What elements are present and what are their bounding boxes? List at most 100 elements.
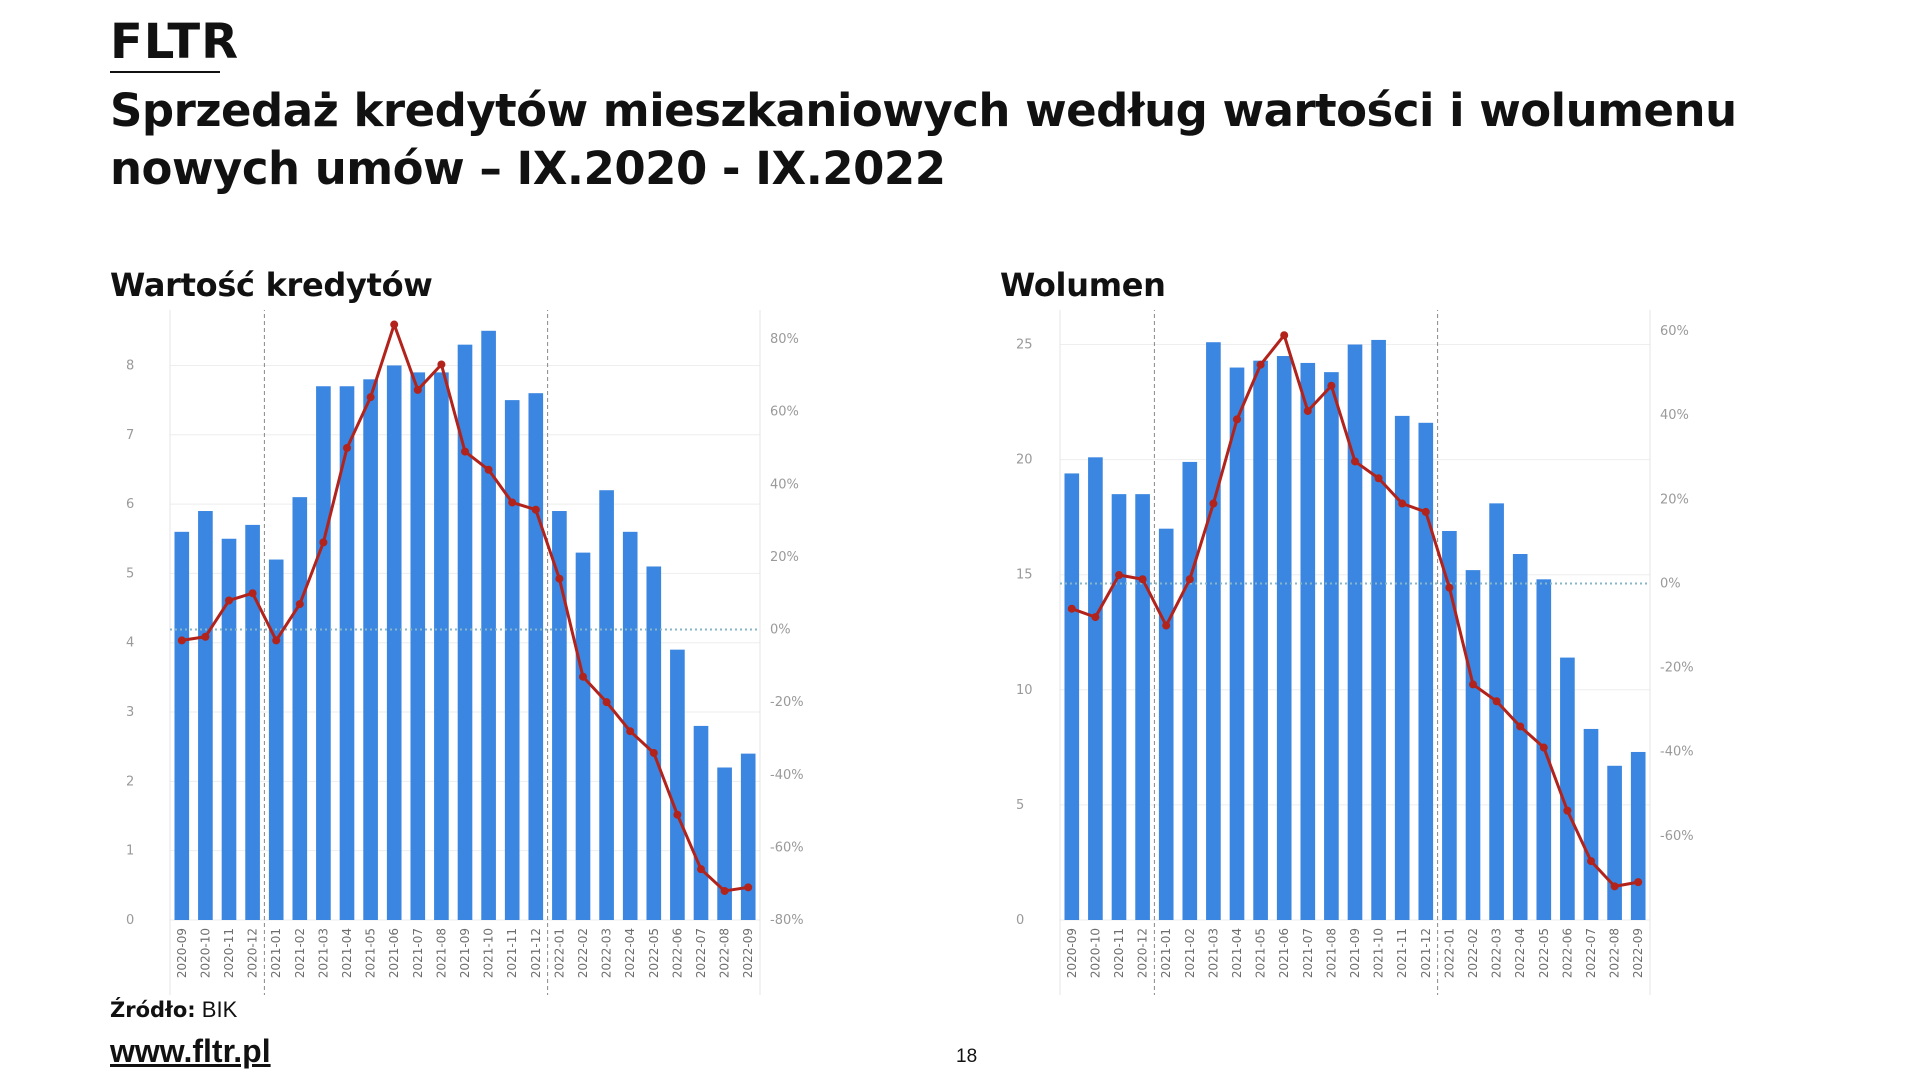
bar-2021-12 <box>1418 422 1434 920</box>
x-tick-label: 2022-04 <box>1513 928 1527 978</box>
source-label: Źródło: <box>110 998 196 1022</box>
bar-2020-09 <box>174 531 190 920</box>
y2-tick-label: 40% <box>1660 408 1689 423</box>
bar-2022-08 <box>1607 765 1622 920</box>
y-tick-label: 0 <box>1016 913 1024 928</box>
point-2021-03 <box>1209 499 1218 508</box>
bar-2020-11 <box>1111 494 1127 920</box>
y2-tick-label: 20% <box>770 550 799 565</box>
bar-2021-10 <box>481 330 496 921</box>
bar-2022-06 <box>1560 657 1575 920</box>
point-2022-01 <box>555 574 564 583</box>
point-2020-11 <box>1115 571 1123 580</box>
x-tick-label: 2022-08 <box>718 928 732 978</box>
bar-2022-03 <box>1489 503 1504 920</box>
bar-2020-11 <box>221 538 237 920</box>
point-2022-01 <box>1445 583 1454 592</box>
bar-2021-06 <box>386 365 402 920</box>
chart-title-value: Wartość kredytów <box>110 266 433 304</box>
y2-tick-label: 0% <box>1660 576 1681 591</box>
chart-value: 0 1 2 3 4 5 6 7 8 80% 60% 40% 20% 0% -20% -40% -60% -80% 2… <box>126 310 804 995</box>
x-tick-label: 2020-11 <box>1112 928 1126 978</box>
bar-2022-07 <box>1583 728 1599 920</box>
point-2021-10 <box>484 465 493 474</box>
y2-tick-label: -20% <box>770 695 804 710</box>
bar-2022-08 <box>717 767 732 920</box>
bar-2020-12 <box>245 524 260 920</box>
point-2021-06 <box>1280 331 1289 340</box>
point-2022-03 <box>602 698 611 707</box>
x-tick-label: 2022-07 <box>694 928 708 978</box>
y2-tick-label: -80% <box>770 913 804 928</box>
x-tick-label: 2020-09 <box>175 928 189 978</box>
x-tick-label: 2021-11 <box>505 928 519 978</box>
bar-2021-04 <box>1229 367 1245 920</box>
y2-tick-label: 0% <box>770 623 791 638</box>
logo: FLTR <box>110 14 240 70</box>
point-2022-09 <box>1634 878 1643 887</box>
x-tick-label: 2022-05 <box>1537 928 1551 978</box>
point-2021-11 <box>1398 499 1407 508</box>
point-2021-09 <box>1351 457 1359 466</box>
point-2022-05 <box>1539 743 1548 752</box>
y-tick-label: 15 <box>1016 568 1033 583</box>
bar-2021-01 <box>1158 528 1174 920</box>
y-tick-label: 25 <box>1016 338 1033 353</box>
y-tick-label: 5 <box>1016 798 1024 813</box>
x-tick-label: 2022-06 <box>670 928 684 978</box>
y-tick-label: 10 <box>1016 683 1033 698</box>
y2-tick-label: -60% <box>770 840 804 855</box>
point-2022-02 <box>579 672 587 681</box>
point-2022-09 <box>744 883 753 892</box>
point-2021-04 <box>343 443 351 452</box>
point-2021-07 <box>413 385 422 394</box>
point-2021-02 <box>1185 575 1194 584</box>
bar-2021-02 <box>1182 461 1198 920</box>
y2-tick-label: 40% <box>770 477 799 492</box>
y-tick-label: 8 <box>126 358 134 373</box>
bar-2021-11 <box>504 400 520 920</box>
point-2022-08 <box>1610 882 1619 891</box>
y2-tick-label: -40% <box>1660 745 1694 760</box>
x-tick-label: 2020-10 <box>1088 928 1102 978</box>
point-2020-12 <box>248 589 257 598</box>
x-tick-label: 2022-09 <box>1631 928 1645 978</box>
x-tick-label: 2021-10 <box>482 928 496 978</box>
point-2020-11 <box>225 596 233 605</box>
point-2022-05 <box>649 748 658 757</box>
website-link[interactable]: www.fltr.pl <box>110 1033 271 1069</box>
x-tick-label: 2022-03 <box>1490 928 1504 978</box>
bar-2021-03 <box>316 386 331 920</box>
bar-2021-04 <box>339 386 355 920</box>
bar-2021-07 <box>410 372 426 920</box>
x-tick-label: 2021-12 <box>1419 928 1433 978</box>
point-2020-12 <box>1138 575 1147 584</box>
bar-2020-10 <box>1088 457 1103 920</box>
y2-tick-label: 20% <box>1660 492 1689 507</box>
bar-2021-07 <box>1300 362 1316 921</box>
bar-2021-02 <box>292 497 308 920</box>
point-2021-11 <box>508 498 517 507</box>
x-tick-label: 2021-07 <box>411 928 425 978</box>
x-tick-label: 2021-03 <box>316 928 330 978</box>
bar-2021-11 <box>1394 415 1410 920</box>
x-tick-label: 2021-02 <box>1183 928 1197 978</box>
y2-tick-label: -20% <box>1660 661 1694 676</box>
bar-2021-05 <box>363 379 378 920</box>
logo-underline <box>110 71 220 73</box>
point-2021-12 <box>1421 507 1430 516</box>
x-tick-label: 2022-08 <box>1608 928 1622 978</box>
page-title: Sprzedaż kredytów mieszkaniowych według … <box>110 84 1737 195</box>
point-2021-05 <box>1256 360 1265 369</box>
x-tick-label: 2021-08 <box>1324 928 1338 978</box>
point-2021-01 <box>1162 621 1171 630</box>
point-2020-10 <box>201 632 210 641</box>
bar-2021-08 <box>434 372 449 920</box>
point-2022-07 <box>1587 857 1595 866</box>
x-tick-label: 2021-09 <box>458 928 472 978</box>
point-2022-08 <box>720 886 729 895</box>
x-tick-label: 2022-02 <box>576 928 590 978</box>
bar-2022-07 <box>693 725 709 920</box>
point-2021-04 <box>1233 415 1241 424</box>
point-2021-06 <box>390 320 399 329</box>
